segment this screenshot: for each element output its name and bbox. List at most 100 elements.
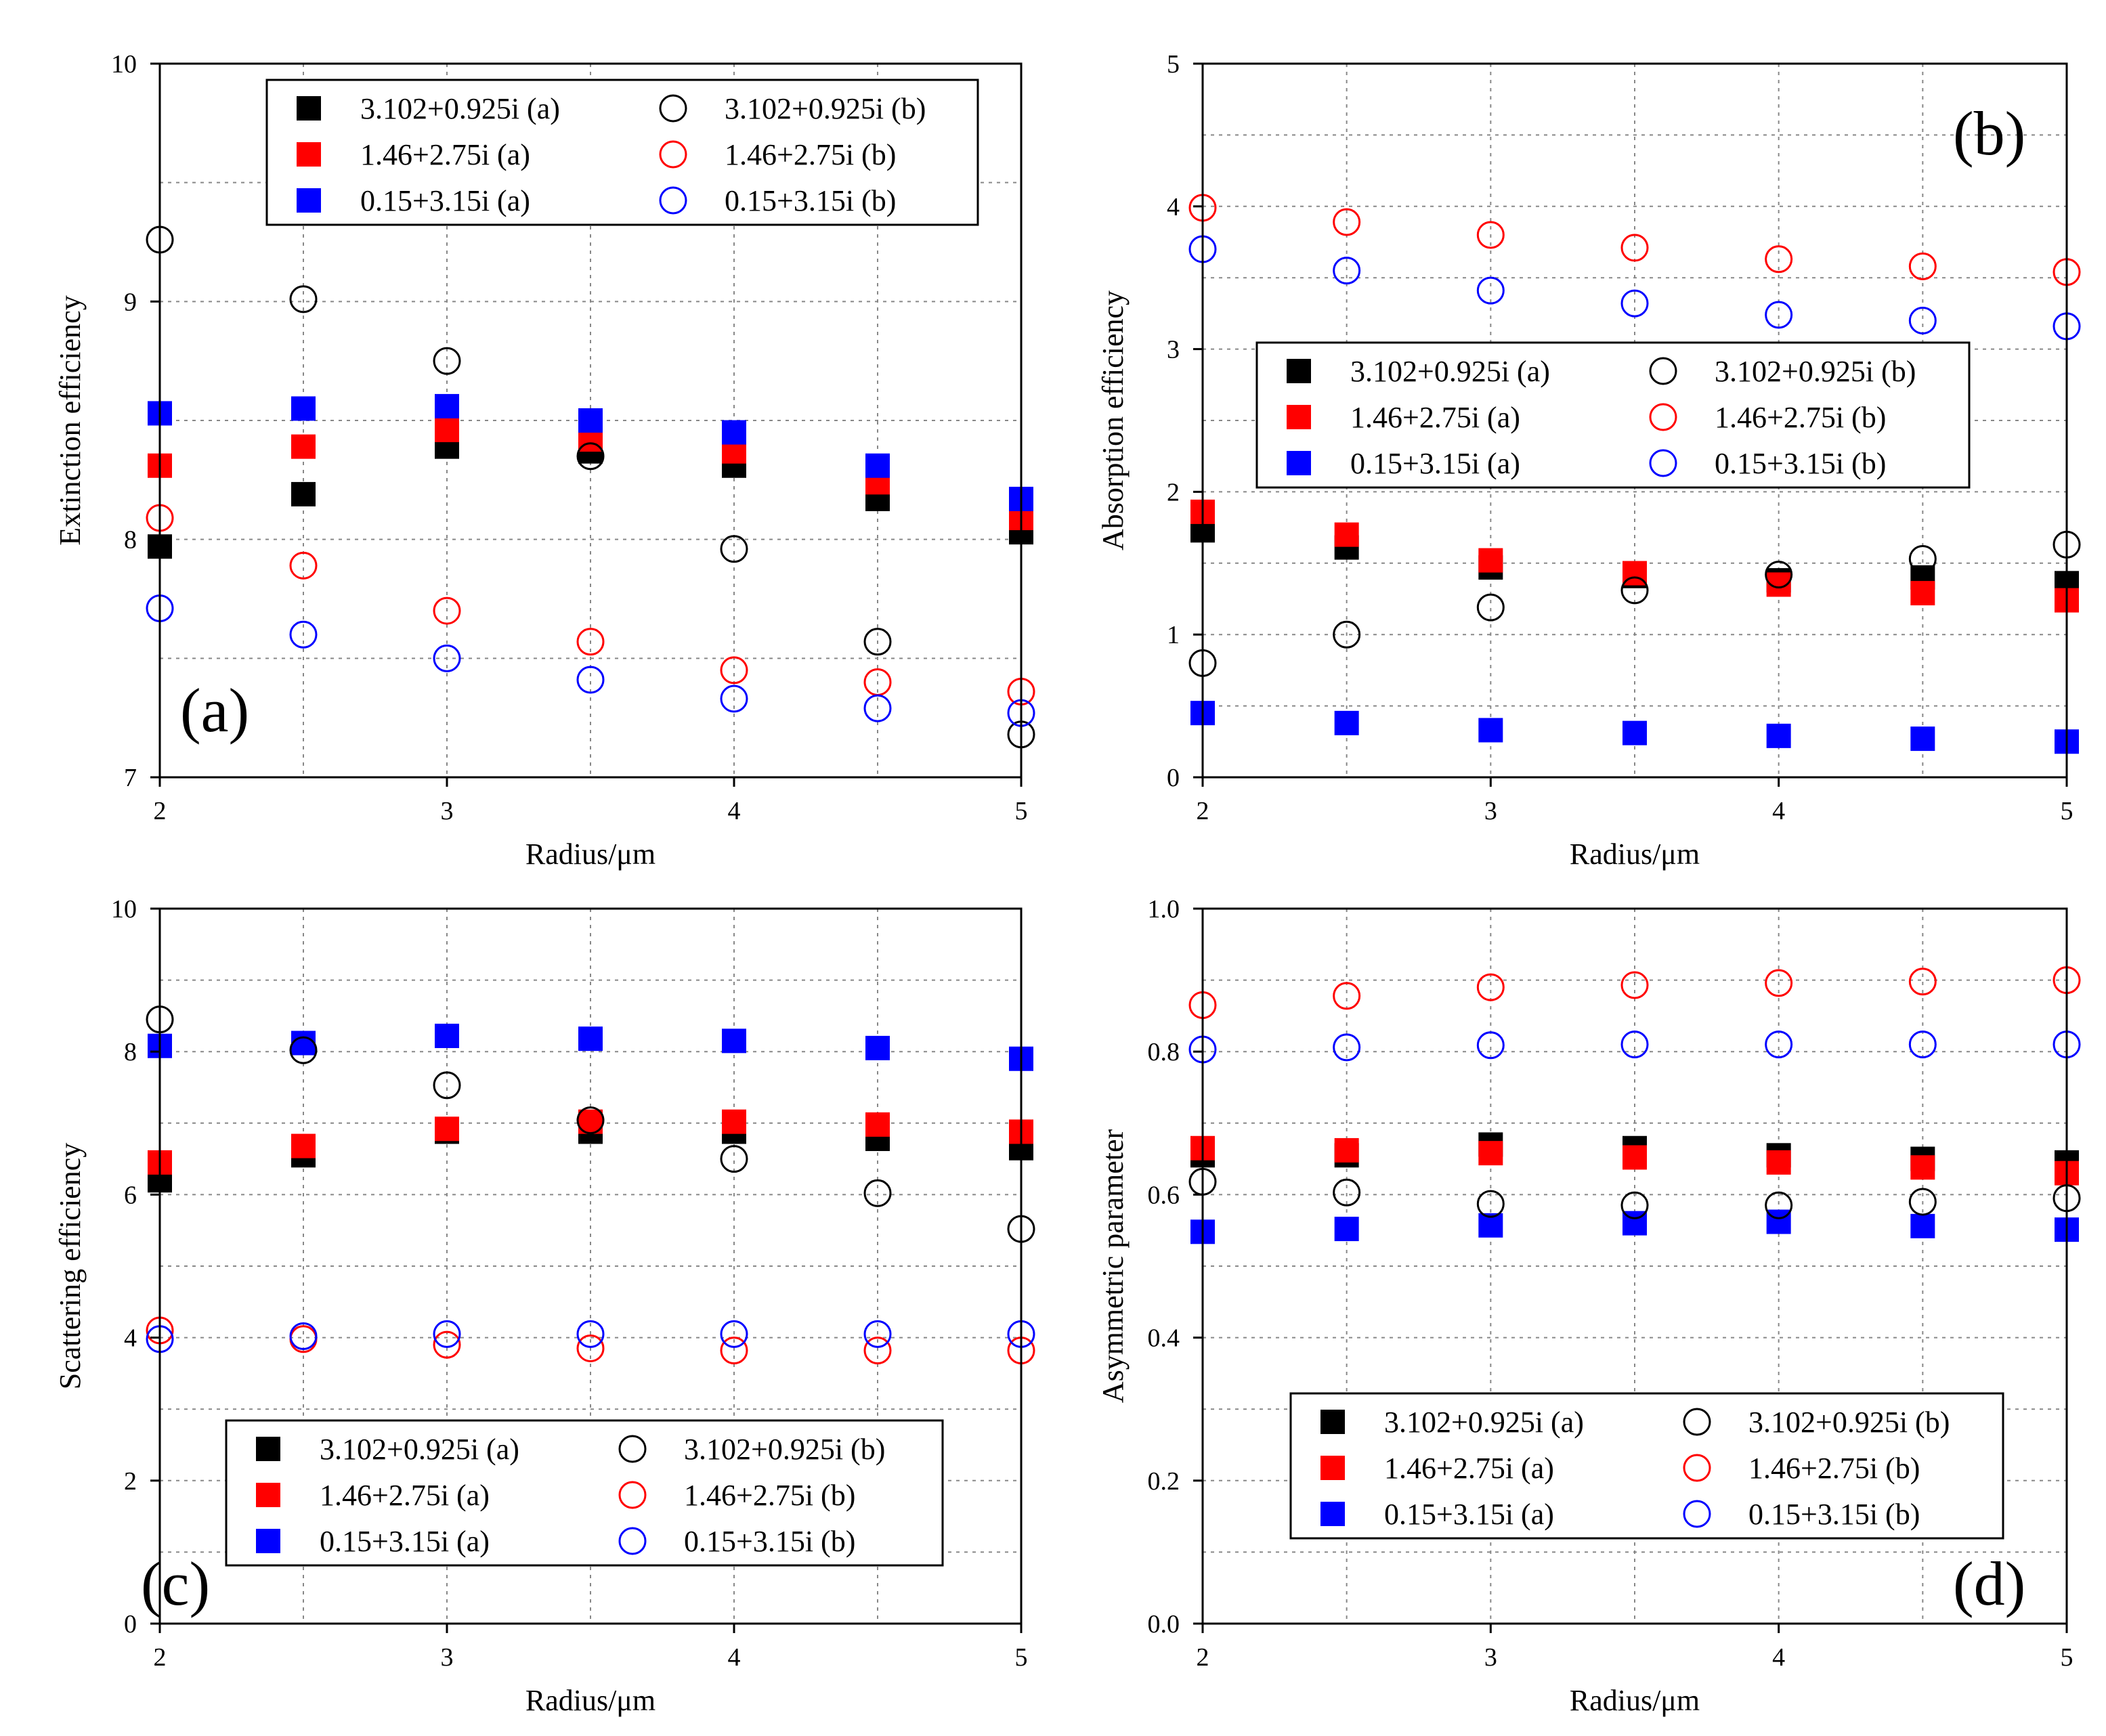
panel-label: (c) (141, 1549, 210, 1618)
y-tick-label: 7 (124, 764, 137, 792)
legend-entry-3-102-0-925i-b: 3.102+0.925i (b) (618, 1433, 885, 1466)
legend-marker (256, 1437, 280, 1461)
series-1-46-2-75i-a (148, 418, 1033, 531)
data-points (1188, 966, 2081, 1244)
data-point (1333, 208, 1361, 236)
series-1-46-2-75i-b (1188, 194, 2081, 286)
data-point (1765, 1030, 1793, 1059)
data-point (289, 551, 318, 580)
data-point (720, 1320, 748, 1348)
legend-marker (1320, 1410, 1345, 1434)
data-point (863, 1320, 892, 1348)
x-axis-label: Radius/μm (525, 1684, 656, 1717)
legend-entry-3-102-0-925i-a: 3.102+0.925i (a) (1287, 355, 1550, 388)
y-tick-label: 0.8 (1148, 1038, 1180, 1066)
x-tick-label: 3 (441, 1643, 454, 1672)
data-point (433, 1320, 461, 1348)
legend-label: 1.46+2.75i (a) (1350, 401, 1520, 434)
series-1-46-2-75i-b (146, 504, 1035, 706)
x-tick-label: 4 (1772, 1643, 1785, 1672)
data-point (1765, 301, 1793, 329)
x-tick-label: 2 (154, 797, 167, 825)
y-tick-label: 2 (1167, 478, 1180, 506)
legend-marker (1683, 1454, 1711, 1482)
data-point (1333, 1033, 1361, 1062)
data-point (1910, 726, 1935, 752)
legend-marker (1320, 1502, 1345, 1526)
x-axis-label: Radius/μm (1570, 1684, 1700, 1717)
data-point (1476, 276, 1505, 305)
data-point (720, 1145, 748, 1173)
legend-entry-3-102-0-925i-a: 3.102+0.925i (a) (1320, 1406, 1584, 1439)
legend-entry-1-46-2-75i-a: 1.46+2.75i (a) (1320, 1452, 1554, 1485)
legend-label: 0.15+3.15i (a) (360, 184, 530, 217)
legend-entry-3-102-0-925i-b: 3.102+0.925i (b) (659, 92, 926, 125)
data-point (722, 1109, 746, 1134)
legend-label: 1.46+2.75i (b) (1748, 1452, 1920, 1485)
y-tick-label: 4 (124, 1324, 137, 1353)
data-point (433, 1330, 461, 1359)
y-tick-label: 1 (1167, 621, 1180, 649)
legend-entry-3-102-0-925i-b: 3.102+0.925i (b) (1683, 1406, 1950, 1439)
data-point (1623, 720, 1647, 745)
data-point (576, 628, 605, 656)
legend-entry-0-15-3-15i-b: 0.15+3.15i (b) (1649, 447, 1886, 480)
data-point (865, 1112, 890, 1137)
chart-panel-b: 2 3 4 5 0 1 2 3 4 5 Radius/μm Absorption efficiency… (1096, 50, 2081, 871)
legend-marker (659, 186, 687, 215)
legend-entry-1-46-2-75i-a: 1.46+2.75i (a) (256, 1479, 490, 1512)
legend-marker (256, 1529, 280, 1553)
data-point (433, 596, 461, 625)
legend-entry-1-46-2-75i-b: 1.46+2.75i (b) (618, 1479, 855, 1512)
data-point (720, 1337, 748, 1365)
legend-entry-0-15-3-15i-b: 0.15+3.15i (b) (1683, 1498, 1920, 1531)
data-point (576, 1320, 605, 1348)
data-point (720, 535, 748, 563)
data-point (1910, 581, 1935, 606)
legend-label: 3.102+0.925i (b) (1748, 1406, 1950, 1439)
data-point (1910, 1155, 1935, 1180)
y-tick-label: 0.0 (1148, 1610, 1180, 1639)
data-point (722, 1028, 746, 1054)
legend-label: 3.102+0.925i (b) (684, 1433, 885, 1466)
chart-panel-a: 2 3 4 5 7 8 9 10 Radius/μm Extinction efficiency 3… (53, 50, 1035, 871)
ticks: 2 3 4 5 0.0 0.2 0.4 0.6 0.8 1.0 (1148, 895, 2073, 1672)
data-point (1765, 969, 1793, 997)
legend-marker (1649, 403, 1677, 431)
legend-entry-3-102-0-925i-a: 3.102+0.925i (a) (297, 92, 560, 125)
data-point (1910, 1213, 1935, 1238)
data-point (1908, 306, 1937, 334)
data-point (1766, 1209, 1791, 1234)
legend-marker (659, 94, 687, 123)
data-point (291, 481, 316, 506)
legend-label: 1.46+2.75i (b) (725, 138, 896, 171)
legend-entry-1-46-2-75i-b: 1.46+2.75i (b) (659, 138, 896, 171)
data-point (1620, 234, 1649, 262)
legend-marker (618, 1481, 647, 1509)
data-point (1476, 1190, 1505, 1218)
data-point (291, 434, 316, 459)
data-point (1334, 1137, 1359, 1163)
data-point (1765, 1191, 1793, 1219)
series-0-15-3-15i-a (1190, 701, 2079, 754)
x-tick-label: 4 (1772, 797, 1785, 825)
legend-entry-1-46-2-75i-b: 1.46+2.75i (b) (1683, 1452, 1920, 1485)
legend-marker (1683, 1408, 1711, 1436)
data-point (863, 1337, 892, 1365)
x-tick-label: 5 (1015, 797, 1028, 825)
legend-label: 0.15+3.15i (b) (1715, 447, 1886, 480)
data-point (1476, 593, 1505, 622)
panel-label: (b) (1953, 99, 2025, 168)
y-axis-label: Asymmetric parameter (1096, 1129, 1130, 1403)
legend-label: 1.46+2.75i (b) (684, 1479, 855, 1512)
legend-marker (1683, 1500, 1711, 1528)
y-tick-label: 0 (124, 1610, 137, 1639)
data-point (433, 1071, 461, 1100)
series-1-46-2-75i-a (1190, 499, 2079, 613)
data-point (1334, 1217, 1359, 1242)
data-point (291, 1133, 316, 1158)
legend-entry-1-46-2-75i-a: 1.46+2.75i (a) (1287, 401, 1520, 434)
legend-marker (1287, 405, 1311, 429)
legend-entry-3-102-0-925i-b: 3.102+0.925i (b) (1649, 355, 1916, 388)
